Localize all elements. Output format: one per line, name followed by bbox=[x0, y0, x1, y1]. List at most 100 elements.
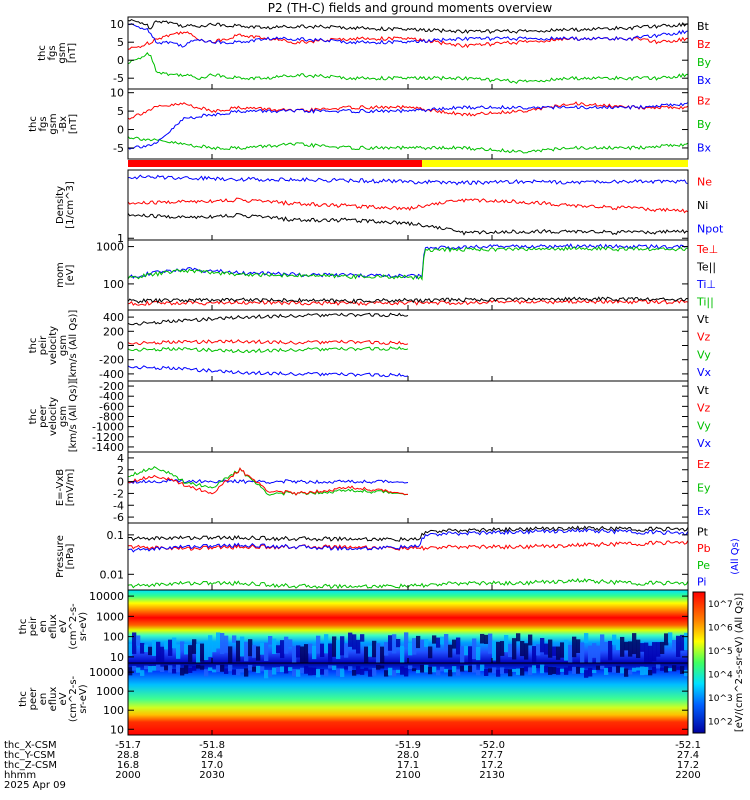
spectrogram-cell bbox=[560, 668, 565, 672]
spectrogram-cell bbox=[312, 645, 317, 660]
spectrogram-cell bbox=[252, 645, 257, 658]
y-tick-label: -1000 bbox=[92, 421, 124, 434]
spectrogram-cell bbox=[508, 669, 513, 677]
spectrogram-cell bbox=[672, 639, 677, 652]
spectrogram-cell bbox=[216, 665, 221, 672]
y-tick-label: -5 bbox=[113, 72, 124, 85]
x-tick-label: 17.2 bbox=[481, 760, 503, 771]
legend-item: Vx bbox=[697, 437, 712, 450]
y-axis-label-line: en bbox=[38, 620, 49, 633]
spectrogram-cell bbox=[632, 667, 637, 672]
series-line-Ti|| bbox=[127, 245, 689, 281]
spectrogram-cell bbox=[540, 664, 545, 674]
legend-item: Bz bbox=[697, 95, 711, 108]
series-line-Npot bbox=[128, 174, 689, 186]
spectrogram-cell bbox=[144, 644, 149, 653]
spectrogram-cell bbox=[232, 635, 237, 643]
spectrogram-cell bbox=[468, 665, 473, 673]
spectrogram-cell bbox=[468, 646, 473, 663]
x-tick-label: 2030 bbox=[199, 770, 224, 781]
y-tick-label: -200 bbox=[99, 380, 124, 393]
y-axis-label-line: [eV] bbox=[65, 265, 76, 286]
spectrogram-cell bbox=[628, 641, 633, 657]
spectrogram-cell bbox=[192, 639, 197, 654]
spectrogram-cell bbox=[320, 643, 325, 658]
spectrogram-cell bbox=[436, 670, 441, 676]
y-axis-label-line: sr-eV) bbox=[78, 612, 89, 641]
spectrogram-cell bbox=[212, 669, 217, 673]
y-tick-label: 10 bbox=[110, 18, 124, 31]
y-axis-label-line: peer bbox=[38, 404, 49, 428]
spectrogram-cell bbox=[612, 666, 617, 673]
spectrogram-cell bbox=[420, 639, 425, 650]
spectrogram-cell bbox=[640, 666, 645, 676]
spectrogram-cell bbox=[412, 668, 417, 672]
spectrogram-cell bbox=[272, 667, 277, 675]
spectrogram-cell bbox=[152, 640, 157, 656]
y-tick-label: 10000 bbox=[89, 590, 124, 603]
spectrogram-cell bbox=[556, 667, 561, 675]
spectrogram-cell bbox=[548, 639, 553, 658]
spectrogram-cell bbox=[552, 646, 557, 656]
panel-density: 1 Density [1/cm^3] Ne Ni Npot bbox=[55, 169, 724, 245]
spectrogram-cell bbox=[328, 665, 333, 669]
y-axis-label: Density [1/cm^3] bbox=[55, 181, 76, 229]
legend-item: Bx bbox=[697, 141, 712, 154]
legend-item: By bbox=[697, 56, 712, 69]
spectrogram-cell bbox=[336, 640, 341, 659]
x-axis-row-label: thc_Y-CSM bbox=[4, 750, 55, 761]
x-tick-label: 27.4 bbox=[677, 750, 699, 761]
spectrogram-cell bbox=[556, 646, 561, 660]
y-axis-label-line: thc bbox=[37, 45, 48, 61]
spectrogram-cell bbox=[432, 666, 437, 673]
panel-temp: 1000 100 mom [eV] Te⊥ Te|| Ti⊥ Ti|| bbox=[55, 239, 718, 311]
spectrogram-cell bbox=[684, 632, 689, 651]
spectrogram-cell bbox=[484, 634, 489, 644]
spectrogram-cell bbox=[308, 667, 313, 676]
spectrogram-cell bbox=[184, 644, 189, 655]
spectrogram-cell bbox=[396, 638, 401, 648]
y-tick-label: 4 bbox=[117, 452, 124, 465]
series-line-Pi bbox=[127, 527, 689, 553]
legend-item: Ey bbox=[697, 482, 711, 495]
panel-frame bbox=[127, 522, 689, 591]
spectrogram-cell bbox=[536, 664, 541, 668]
y-axis-label-line: thc bbox=[28, 409, 39, 425]
y-axis-label: thc peir velocity gsm [km/s (All Qs)] bbox=[28, 310, 79, 382]
legend-item: Vz bbox=[697, 402, 711, 415]
spectrogram-cell bbox=[316, 669, 321, 678]
y-tick-label: 0 bbox=[117, 54, 124, 67]
x-axis-row-label: thc_X-CSM bbox=[4, 740, 57, 751]
y-tick-label: -600 bbox=[99, 400, 124, 413]
spectrogram-cell bbox=[192, 665, 197, 671]
spectrogram-cell bbox=[440, 636, 445, 645]
legend-item: Ex bbox=[697, 505, 711, 518]
y-tick-label: 100 bbox=[103, 704, 124, 717]
colorbar bbox=[692, 591, 706, 734]
y-tick-label: 1000 bbox=[96, 241, 124, 254]
y-tick-label: 0.1 bbox=[107, 529, 125, 542]
spectrogram-cell bbox=[492, 667, 497, 674]
spectrogram-cell bbox=[496, 669, 501, 677]
spectrogram-cell bbox=[260, 666, 265, 672]
y-tick-label: 100 bbox=[103, 631, 124, 644]
spectrogram-cell bbox=[608, 640, 613, 661]
y-axis-label: thc peer velocity gsm [km/s (All Qs)] bbox=[28, 381, 79, 453]
spectrogram-cell bbox=[508, 643, 513, 658]
spectrogram-cell bbox=[460, 665, 465, 672]
spectrogram-cell bbox=[440, 666, 445, 672]
y-axis-label-line: [nPa] bbox=[65, 543, 76, 569]
spectrogram-cell bbox=[620, 667, 625, 674]
spectrogram-cell bbox=[236, 640, 241, 662]
spectrogram-cell bbox=[348, 666, 353, 671]
legend-item: Npot bbox=[697, 222, 724, 235]
legend-item: Vt bbox=[697, 384, 710, 397]
y-tick-label: 1000 bbox=[96, 685, 124, 698]
y-axis-label-line: thc bbox=[18, 619, 29, 635]
spectrogram-cell bbox=[660, 667, 665, 671]
spectrogram-cell bbox=[516, 668, 521, 675]
spectrogram-cell bbox=[456, 637, 461, 655]
spectrogram-cell bbox=[132, 632, 137, 654]
